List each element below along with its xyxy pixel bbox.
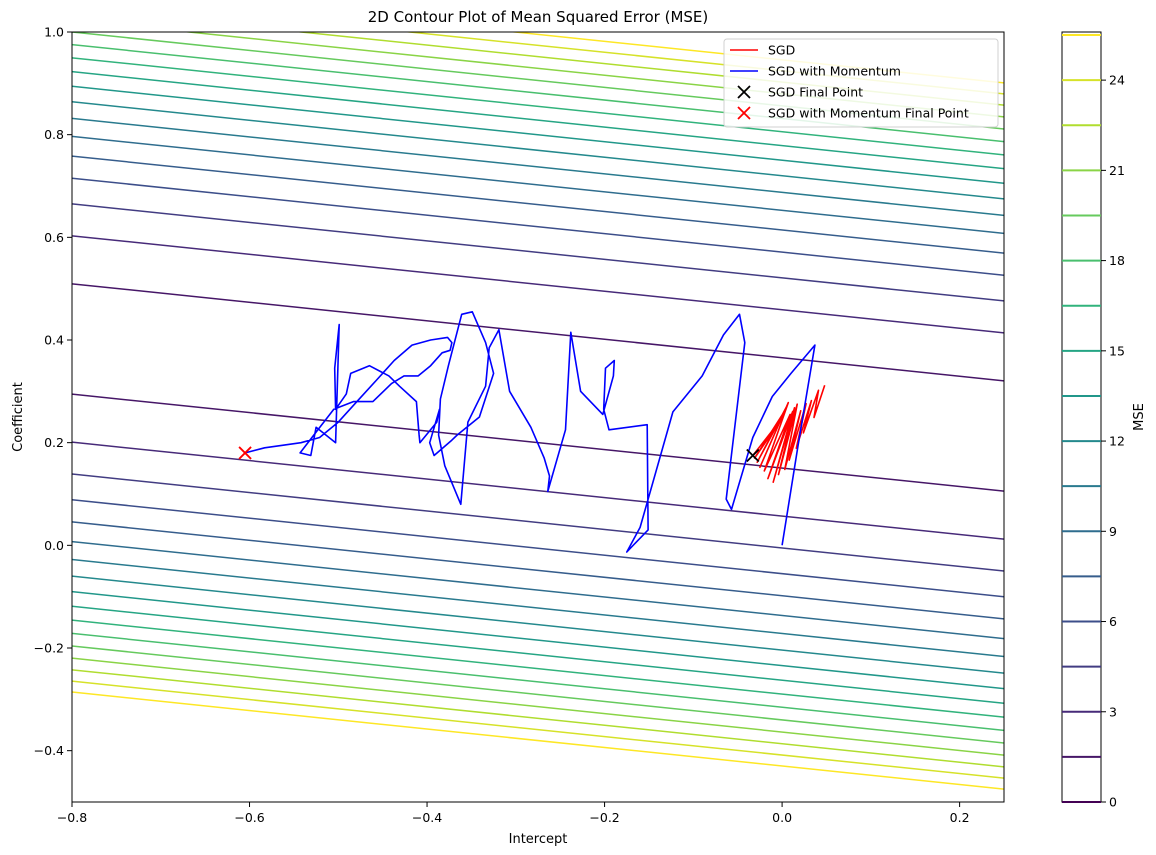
- x-axis: −0.8 −0.6 −0.4 −0.2 0.0 0.2: [57, 802, 970, 825]
- legend-label: SGD with Momentum Final Point: [768, 106, 969, 121]
- colorbar-tick-label: 0: [1109, 795, 1117, 810]
- y-axis-label: Coefficient: [11, 382, 26, 452]
- series-line-sgd-with-momentum: [244, 310, 816, 553]
- contour-line: [72, 691, 1004, 790]
- legend-entry: SGD with Momentum Final Point: [737, 106, 969, 121]
- x-tick-label: −0.4: [412, 810, 442, 825]
- final-point-marker: [746, 448, 760, 463]
- legend-label: SGD: [768, 43, 795, 58]
- y-tick-label: 0.0: [44, 538, 64, 553]
- legend-swatch: [737, 85, 751, 99]
- colorbar-tick-label: 3: [1109, 704, 1117, 719]
- y-tick-label: 1.0: [44, 25, 64, 40]
- legend-entry: SGD: [730, 43, 795, 58]
- contour-line: [72, 85, 1004, 185]
- colorbar-tick-label: 18: [1109, 253, 1125, 268]
- contour-line: [72, 680, 1004, 779]
- y-tick-label: 0.4: [44, 333, 64, 348]
- contour-line: [72, 590, 1004, 690]
- contour-line: [72, 498, 1004, 598]
- y-axis: −0.4 −0.2 0.0 0.2 0.4 0.6 0.8 1.0: [34, 25, 72, 758]
- plot-frame: [71, 31, 1005, 803]
- y-tick-label: 0.6: [44, 230, 64, 245]
- x-tick-label: 0.2: [950, 810, 970, 825]
- colorbar-tick-label: 24: [1109, 73, 1125, 88]
- x-tick-label: −0.2: [589, 810, 619, 825]
- contour-line: [72, 70, 1004, 170]
- contour-line: [72, 135, 1004, 235]
- contour-line: [72, 575, 1004, 674]
- contour-line: [72, 57, 1004, 156]
- contour-line: [72, 235, 1004, 334]
- contour-line: [72, 632, 1004, 732]
- colorbar-label: MSE: [1132, 403, 1147, 431]
- contour-line: [72, 605, 1004, 705]
- contour-line: [72, 521, 1004, 620]
- contour-line: [72, 441, 1004, 540]
- contour-line: [72, 558, 1004, 658]
- colorbar-frame: [1061, 31, 1102, 803]
- contour-line: [72, 619, 1004, 718]
- contour-line: [72, 283, 1004, 382]
- y-tick-label: −0.2: [34, 641, 64, 656]
- contour-line: [72, 473, 1004, 572]
- contour-line: [72, 155, 1004, 254]
- x-axis-label: Intercept: [509, 832, 568, 847]
- contour-line: [72, 657, 1004, 756]
- x-tick-label: −0.8: [57, 810, 87, 825]
- colorbar-tick-label: 21: [1109, 163, 1125, 178]
- colorbar-tick-label: 12: [1109, 434, 1125, 449]
- series-line-sgd: [752, 384, 826, 484]
- final-point-marker: [238, 446, 252, 460]
- contour-line: [72, 540, 1004, 640]
- legend-swatch: [737, 106, 751, 120]
- contour-line: [72, 177, 1004, 276]
- colorbar-tick-label: 9: [1109, 524, 1117, 539]
- legend: SGD SGD with Momentum SGD Final Point SGD w…: [723, 38, 999, 128]
- legend-entry: SGD with Momentum: [730, 64, 901, 79]
- x-tick-label: 0.0: [772, 810, 792, 825]
- colorbar-tick-label: 6: [1109, 614, 1117, 629]
- y-tick-label: 0.8: [44, 127, 64, 142]
- legend-box: [723, 38, 999, 128]
- contour-line: [72, 645, 1004, 744]
- legend-entry: SGD Final Point: [737, 85, 863, 100]
- y-tick-label: −0.4: [34, 743, 64, 758]
- contour-line: [72, 101, 1004, 200]
- trajectory-series: [238, 310, 826, 553]
- contour-line: [72, 117, 1004, 217]
- colorbar: 0 3 6 9 12 15 18 21 24: [1061, 31, 1125, 810]
- contour-line: [72, 669, 1004, 768]
- x-tick-label: −0.6: [234, 810, 264, 825]
- chart-title: 2D Contour Plot of Mean Squared Error (M…: [368, 8, 709, 26]
- legend-label: SGD Final Point: [768, 85, 863, 100]
- legend-label: SGD with Momentum: [768, 64, 901, 79]
- contour-line: [72, 203, 1004, 302]
- colorbar-tick-label: 15: [1109, 343, 1125, 358]
- y-tick-label: 0.2: [44, 435, 64, 450]
